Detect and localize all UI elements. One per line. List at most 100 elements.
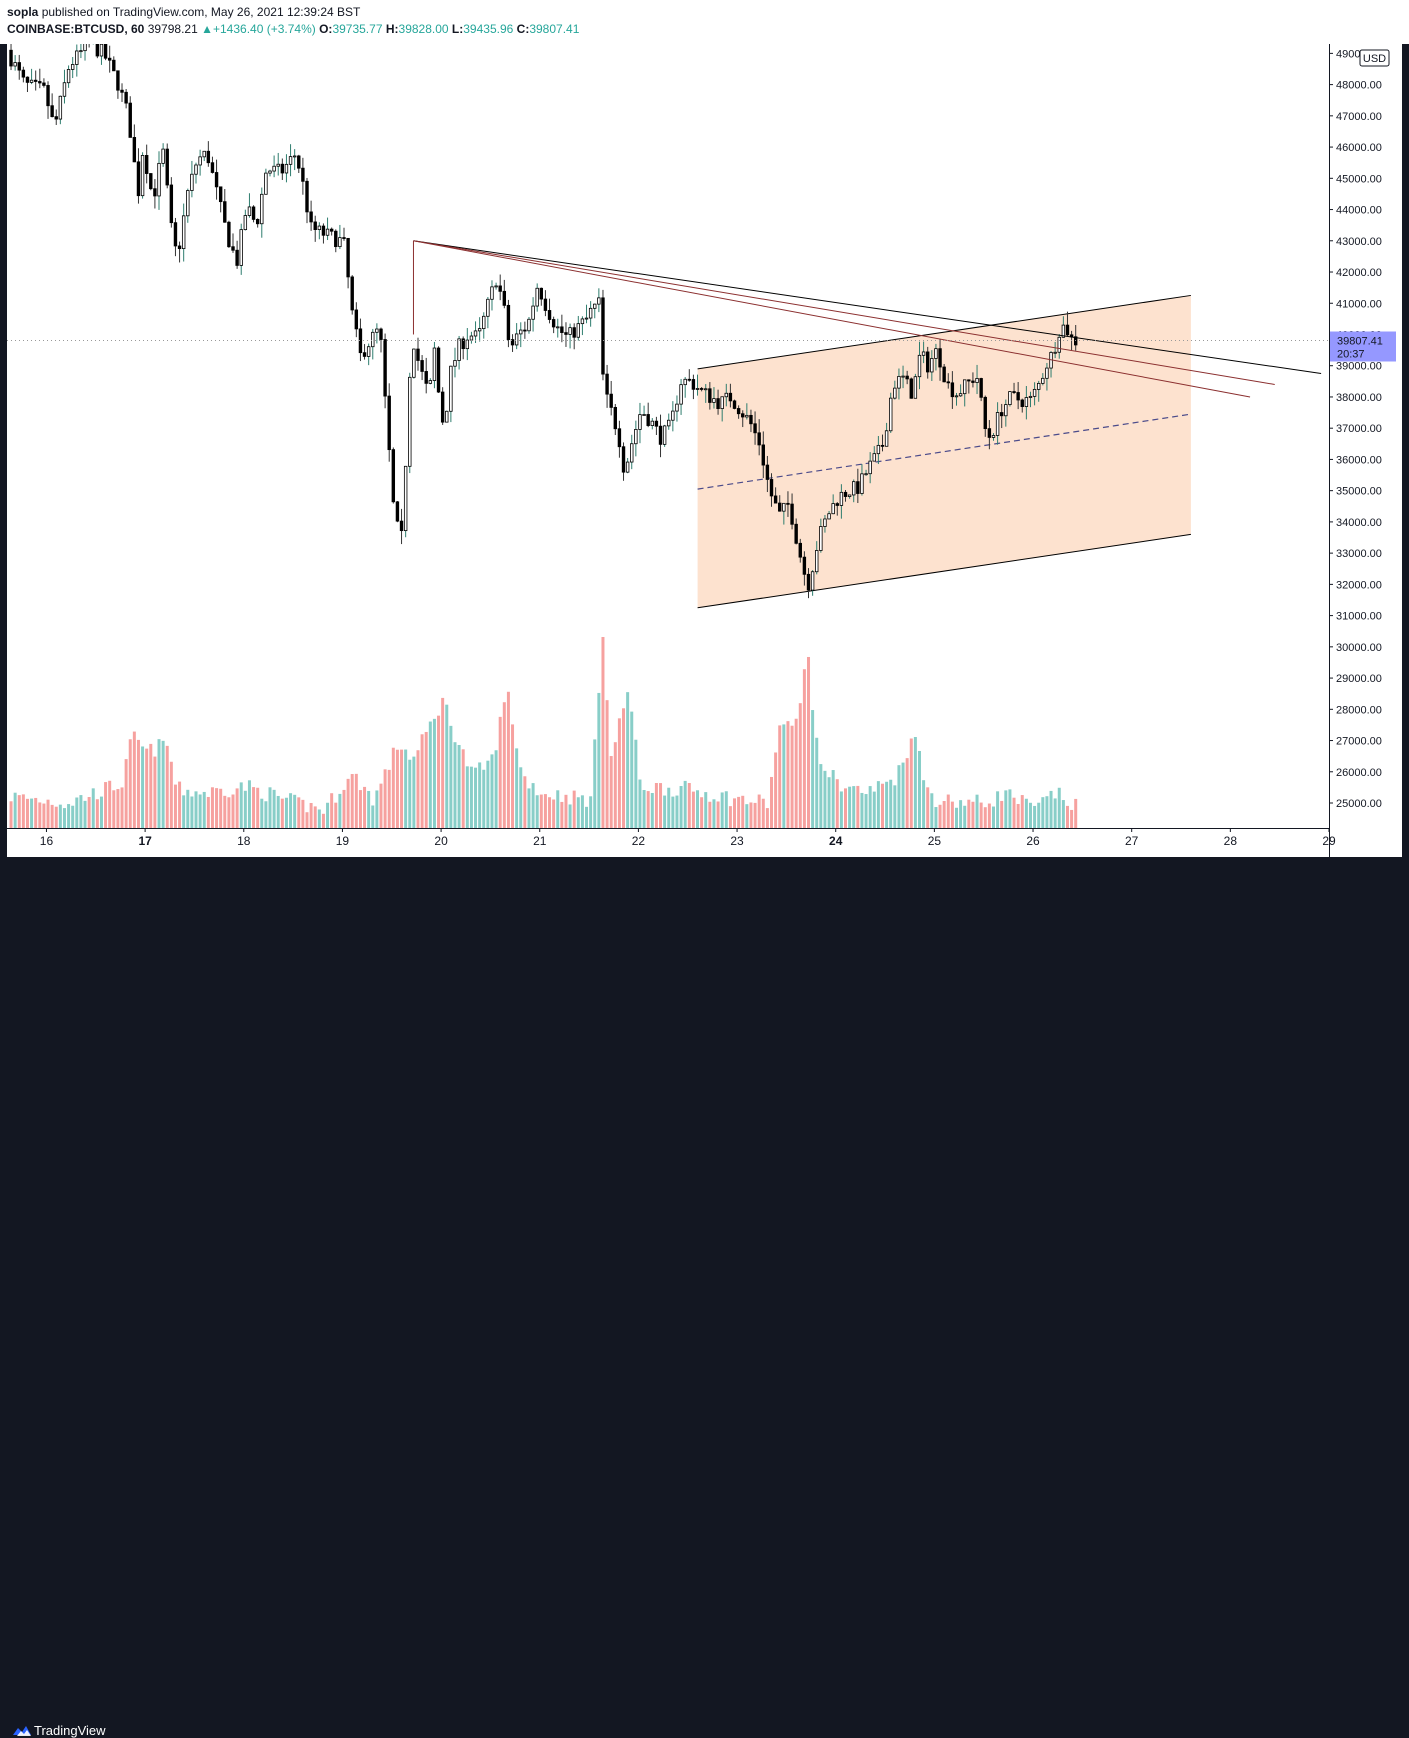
candle-body (773, 495, 778, 504)
candle-body (556, 326, 560, 329)
volume-bar (453, 742, 457, 828)
y-tick-label: 33000.00 (1336, 548, 1382, 560)
volume-bar (141, 746, 145, 828)
candle-body (954, 395, 959, 398)
y-tick-label: 46000.00 (1336, 142, 1382, 154)
trendline-3[interactable] (413, 240, 1251, 398)
volume-bar (687, 782, 691, 828)
volume-bar (942, 801, 946, 828)
channel-lower-line[interactable] (697, 533, 1191, 609)
volume-bar (901, 762, 905, 828)
tradingview-brand[interactable]: TradingView (34, 1723, 106, 1738)
candle-body (658, 425, 663, 445)
candle-body (654, 420, 659, 427)
volume-bar (371, 805, 375, 828)
y-tick-label: 44000.00 (1336, 205, 1382, 217)
volume-bar (383, 769, 387, 828)
volume-bar (502, 702, 506, 828)
candle-body (991, 435, 996, 438)
candle-body (921, 351, 926, 356)
price-chart[interactable]: 25000.00 26000.00 27000.00 28000.00 29000.00… (7, 44, 1402, 857)
candle-body (284, 163, 289, 174)
volume-bar (856, 785, 860, 828)
volume-bar (182, 795, 186, 828)
currency-badge[interactable]: USD (1359, 49, 1390, 67)
candle-body (893, 387, 897, 399)
volume-bar (124, 759, 128, 828)
candle-body (214, 172, 219, 188)
volume-bar (1016, 803, 1020, 828)
candle-body (116, 70, 120, 91)
candle-body (712, 398, 716, 403)
candle-body (498, 285, 502, 292)
candle-body (1065, 324, 1070, 336)
candle-body (243, 215, 248, 231)
y-tick-label: 41000.00 (1336, 298, 1382, 310)
volume-bar (1065, 805, 1069, 828)
publisher-name[interactable]: sopla (7, 5, 39, 19)
volume-bar (194, 791, 198, 828)
volume-bar (309, 802, 313, 828)
trendline-1[interactable] (413, 240, 1322, 375)
volume-bar (576, 797, 580, 828)
candle-body (140, 155, 145, 197)
y-tick-label: 31000.00 (1336, 611, 1382, 623)
candle-body (942, 366, 946, 383)
chart-area[interactable]: 25000.00 26000.00 27000.00 28000.00 29000.00… (7, 44, 1402, 857)
candle-body (745, 414, 749, 418)
candle-body (926, 351, 930, 373)
volume-bar (67, 804, 71, 828)
up-arrow-icon: ▲ (201, 22, 213, 36)
volume-bar (535, 795, 539, 828)
volume-bar (387, 769, 391, 828)
channel-midline[interactable] (697, 413, 1191, 490)
candle-body (613, 406, 618, 430)
volume-bar (346, 778, 350, 828)
candle-body (671, 410, 675, 421)
volume-bar (136, 739, 140, 828)
channel-upper-line[interactable] (697, 294, 1191, 370)
volume-bar (112, 790, 116, 828)
tradingview-logo-icon[interactable] (12, 1724, 32, 1738)
candle-body (235, 249, 239, 266)
candle-body (181, 215, 186, 250)
candle-body (486, 298, 490, 317)
parallel-channel-fill[interactable] (697, 295, 1191, 608)
volume-bar (297, 797, 301, 828)
candle-body (720, 396, 724, 410)
volume-bar (289, 793, 293, 828)
symbol-label[interactable]: COINBASE:BTCUSD, 60 (7, 22, 145, 36)
volume-bar (25, 798, 29, 828)
candle-body (165, 148, 169, 186)
trendline-2[interactable] (413, 240, 1275, 385)
candle-body (675, 403, 679, 412)
candle-body (1012, 391, 1016, 393)
candle-body (687, 378, 691, 381)
candle-body (342, 237, 346, 239)
candle-body (416, 348, 420, 361)
candle-body (29, 79, 34, 83)
volume-bar (231, 794, 235, 828)
candle-body (128, 102, 132, 138)
volume-bar (424, 731, 428, 828)
volume-bar (210, 787, 214, 828)
volume-bar (128, 739, 132, 828)
x-tick-label: 18 (237, 834, 251, 848)
candle-body (736, 408, 741, 415)
volume-bar (465, 766, 469, 828)
candle-body (288, 156, 293, 165)
candle-body (66, 69, 71, 84)
change-label: +1436.40 (+3.74%) (213, 22, 316, 36)
candle-body (391, 449, 396, 503)
volume-bar (38, 802, 42, 828)
volume-bar (807, 656, 811, 828)
y-tick-label: 29000.00 (1336, 673, 1382, 685)
y-tick-label: 42000.00 (1336, 267, 1382, 279)
volume-bar (338, 793, 342, 828)
candle-body (864, 473, 868, 476)
candle-body (1028, 395, 1033, 398)
candle-body (473, 330, 478, 337)
volume-bar (691, 791, 695, 828)
low-value: 39435.96 (463, 22, 514, 36)
